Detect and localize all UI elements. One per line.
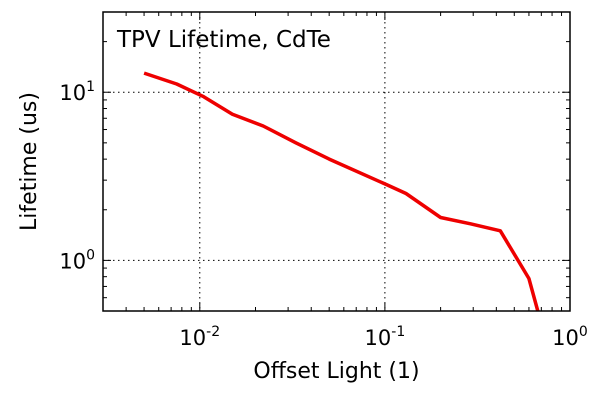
x-tick-label: 10-2 bbox=[179, 324, 220, 350]
frame-layer bbox=[102, 11, 571, 312]
y-tick-label: 101 bbox=[59, 79, 95, 105]
x-tick-label: 10-1 bbox=[365, 324, 406, 350]
chart-title: TPV Lifetime, CdTe bbox=[116, 27, 331, 53]
plot-frame bbox=[102, 11, 571, 312]
y-tick-label: 100 bbox=[59, 247, 95, 273]
x-tick-label: 100 bbox=[552, 324, 588, 350]
lifetime-line bbox=[143, 71, 540, 312]
tick-layer: 10-2 10-1 100 100 101 bbox=[59, 12, 588, 350]
plot-layer bbox=[103, 12, 570, 312]
x-axis-label: Offset Light (1) bbox=[253, 359, 419, 384]
y-axis-label: Lifetime (us) bbox=[17, 92, 42, 231]
